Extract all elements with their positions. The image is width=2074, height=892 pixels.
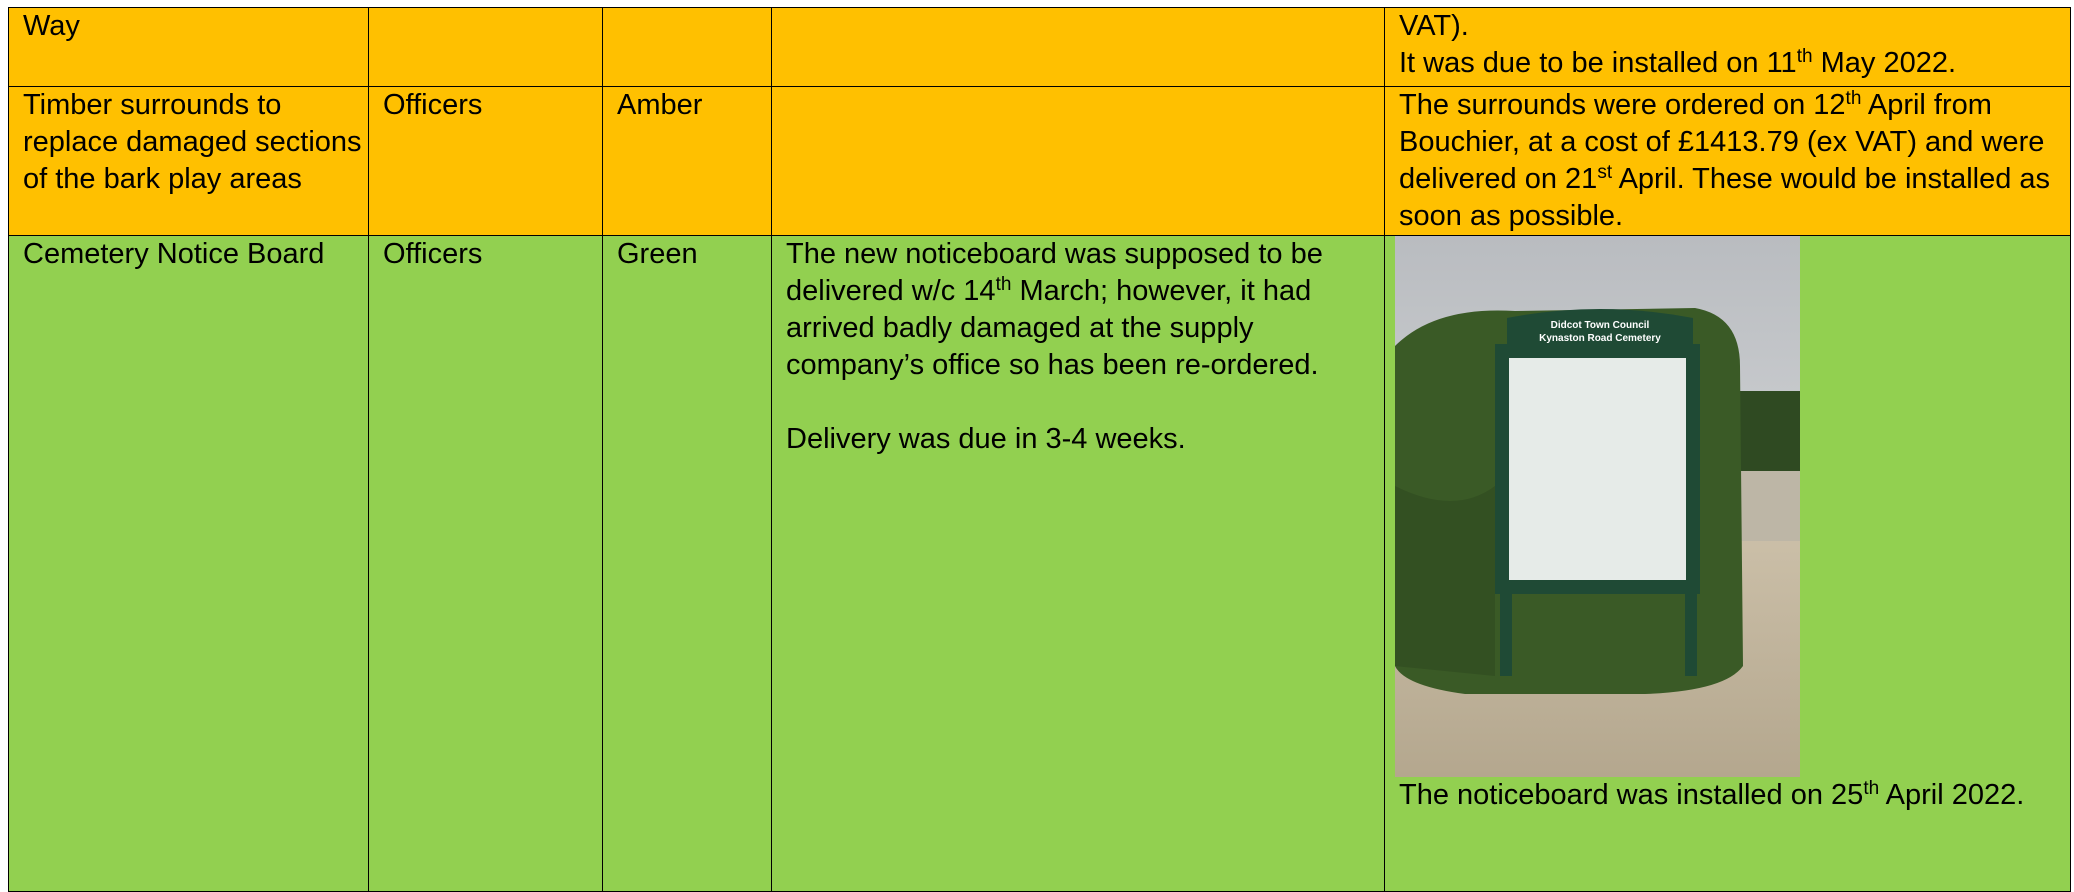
text-run: Way [23, 10, 80, 42]
table-cell: VAT). It was due to be installed on 11th … [1384, 7, 2071, 87]
panel [1509, 358, 1686, 580]
text-run: Officers [383, 238, 483, 270]
table-cell: Didcot Town Council Kynaston Road Cemeter… [1384, 235, 2071, 892]
paragraph: Delivery was due in 3-4 weeks. [786, 421, 1378, 458]
table-row: Timber surrounds to replace damaged sect… [8, 86, 2071, 236]
photo: Didcot Town Council Kynaston Road Cemeter… [1395, 236, 1800, 777]
table-cell: Officers [368, 235, 603, 892]
back-hedge [1735, 391, 1800, 486]
text-run: May 2022. [1812, 47, 1957, 79]
paragraph: VAT). [1399, 9, 2064, 46]
table-cell: Timber surrounds to replace damaged sect… [8, 86, 369, 236]
paragraph: Green [617, 237, 765, 274]
paragraph: Cemetery Notice Board [23, 237, 362, 274]
table-cell [771, 7, 1385, 87]
text-run: The surrounds were ordered on 12 [1399, 89, 1846, 121]
text-run: Officers [383, 89, 483, 121]
paragraph: The surrounds were ordered on 12th April… [1399, 88, 2064, 235]
text-run: The new noticeboard was supposed to be d… [786, 238, 1323, 307]
table-cell: The new noticeboard was supposed to be d… [771, 235, 1385, 892]
superscript: th [1845, 88, 1862, 109]
text-run: March; however, it had arrived badly dam… [786, 275, 1319, 381]
table-cell: Cemetery Notice Board [8, 235, 369, 892]
paragraph: Amber [617, 88, 765, 125]
table-cell [602, 7, 772, 87]
text-run: Delivery was due in 3-4 weeks. [786, 423, 1186, 455]
action-table: Way VAT). It was due to be installed on 11… [8, 7, 2071, 892]
sign-header [1507, 309, 1693, 348]
paragraph: It was due to be installed on 11th May 2… [1399, 45, 2064, 82]
paragraph: Officers [383, 88, 596, 125]
table-cell: The surrounds were ordered on 12th April… [1384, 86, 2071, 236]
table-row: Way VAT). It was due to be installed on 11… [8, 7, 2071, 87]
paragraph: Way [23, 9, 362, 46]
table-cell [771, 86, 1385, 236]
text-run: April from Bouchier, at a cost of £1413.… [1399, 89, 2045, 195]
table-cell: Amber [602, 86, 772, 236]
paragraph: The noticeboard was installed on 25th Ap… [1399, 777, 2064, 814]
superscript: th [1796, 46, 1813, 67]
text-run: April. These would be installed as soon … [1399, 163, 2051, 232]
paragraph: Timber surrounds to replace damaged sect… [23, 88, 362, 199]
superscript: th [995, 274, 1012, 295]
wall [1740, 471, 1800, 541]
sign-text: Didcot Town Council [1551, 320, 1650, 331]
text-run: The noticeboard was installed on 25 [1399, 779, 1864, 811]
text-run: Amber [617, 89, 703, 121]
text-run: Timber surrounds to replace damaged sect… [23, 89, 362, 195]
paragraph: Officers [383, 237, 596, 274]
text-run: VAT). [1399, 10, 1469, 42]
text-run: Green [617, 238, 698, 270]
superscript: st [1597, 162, 1613, 183]
hedge-shade [1395, 486, 1495, 676]
table-cell [368, 7, 603, 87]
table-cell: Officers [368, 86, 603, 236]
table-cell: Green [602, 235, 772, 892]
text-run: April 2022. [1879, 779, 2025, 811]
text-run: It was due to be installed on 11 [1399, 47, 1797, 79]
table-row: Cemetery Notice Board Officers Green The ne… [8, 235, 2071, 892]
text-run: Cemetery Notice Board [23, 238, 325, 270]
table-cell: Way [8, 7, 369, 87]
sign-text: Kynaston Road Cemetery [1539, 333, 1661, 344]
paragraph: The new noticeboard was supposed to be d… [786, 237, 1378, 385]
superscript: th [1863, 778, 1880, 799]
